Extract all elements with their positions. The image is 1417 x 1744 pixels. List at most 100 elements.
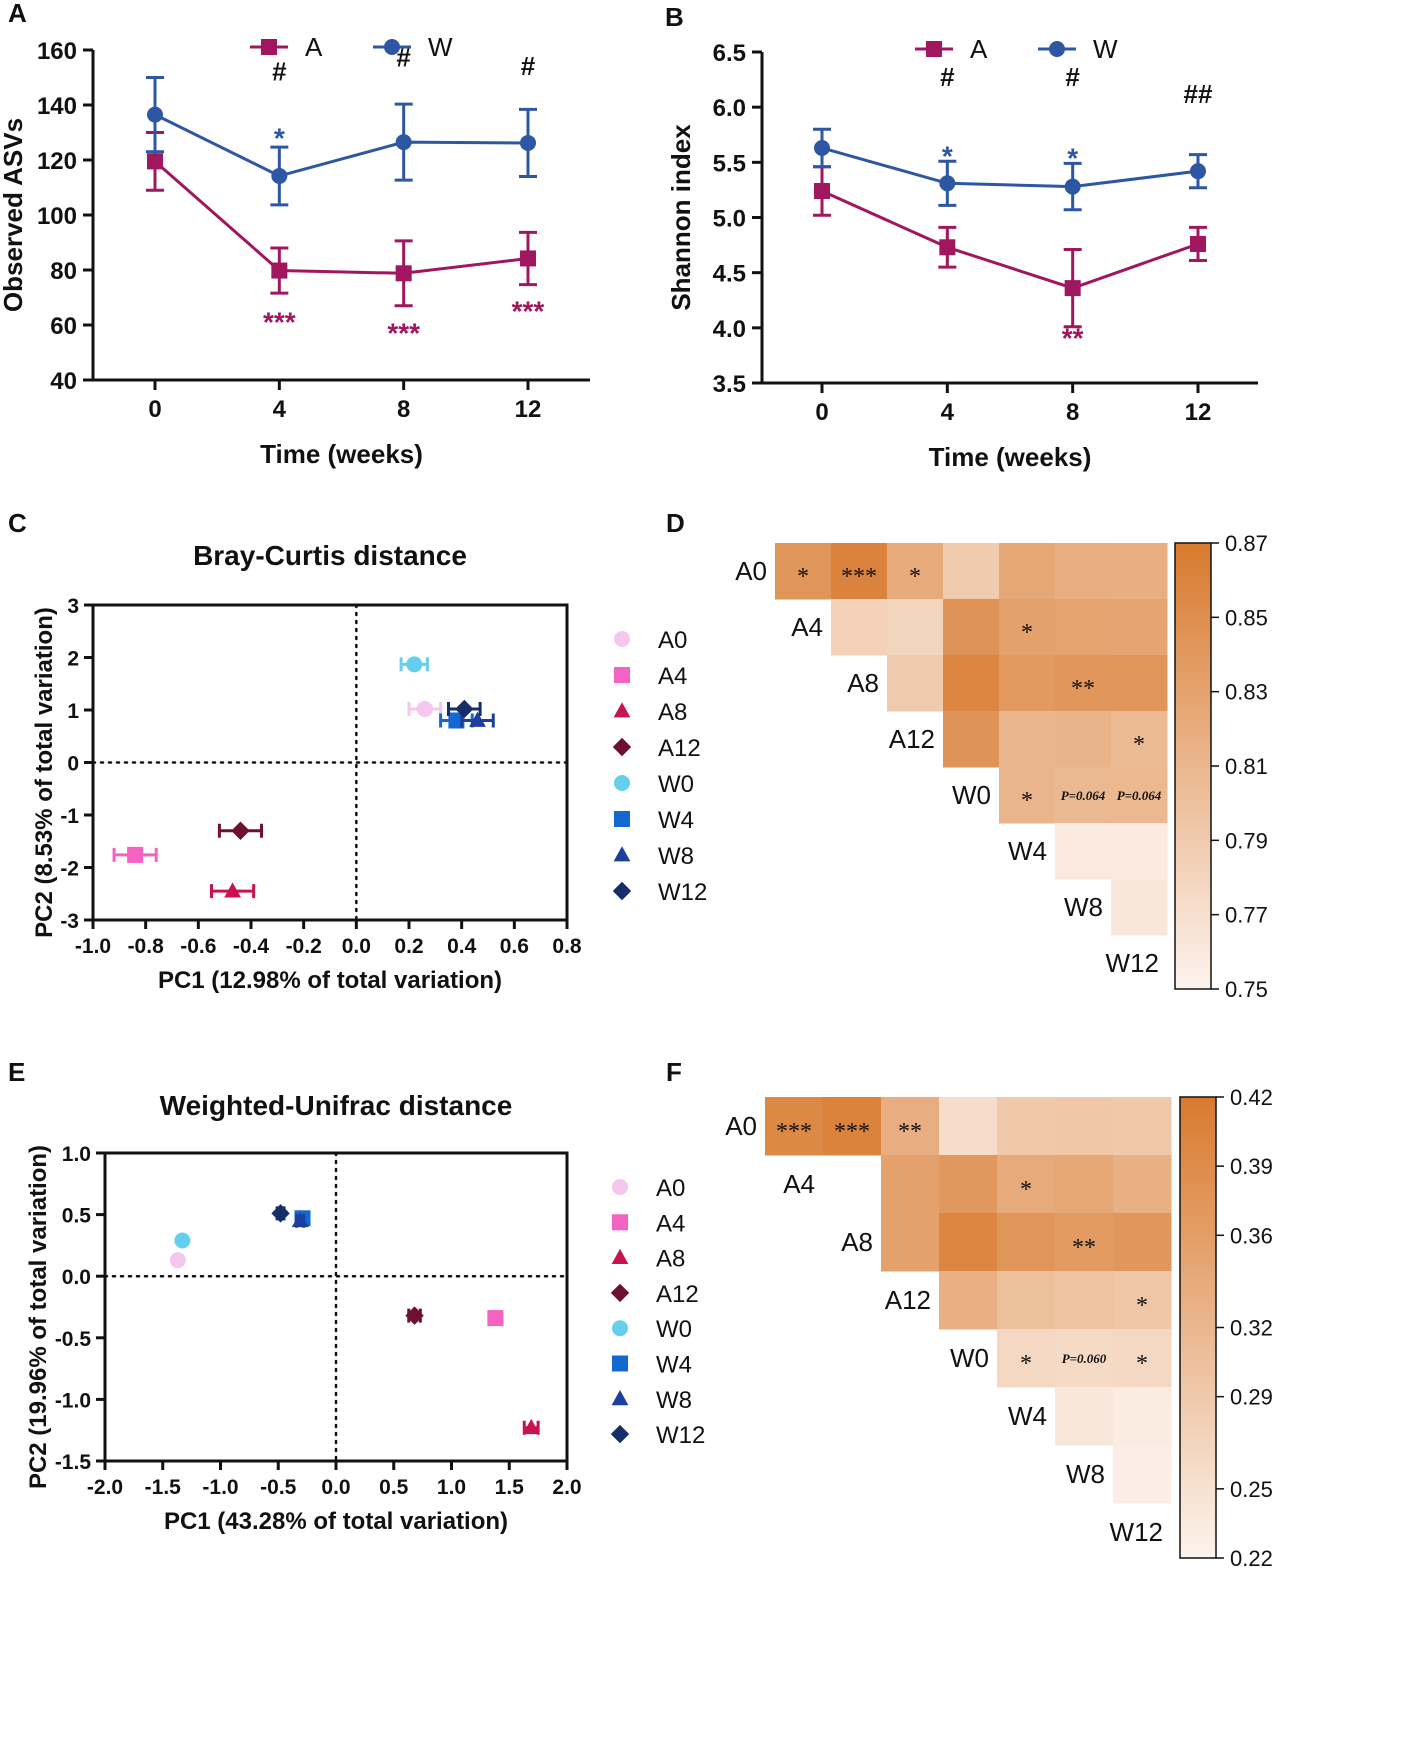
point-A12	[405, 1306, 424, 1325]
panel-a: A 40 60 80 100 120 140 160 0 4 8 12 Time (weeks) Obse…	[0, 0, 590, 469]
legend-label: W	[428, 32, 453, 62]
row-label: W0	[952, 780, 991, 810]
significance-label: ##	[1184, 79, 1213, 109]
series-line-W	[154, 113, 529, 178]
heat-cell	[1055, 543, 1112, 600]
point-A4	[487, 1310, 504, 1327]
x-tick-label: -0.8	[128, 935, 165, 958]
colorbar-tick-label: 0.83	[1225, 680, 1268, 705]
series-line-W	[821, 146, 1199, 189]
colorbar-tick-label: 0.32	[1230, 1316, 1273, 1341]
significance-label: **	[1072, 1235, 1096, 1261]
significance-label: *	[909, 564, 921, 590]
x-tick-label: -0.6	[180, 935, 216, 958]
heat-cell	[997, 1213, 1056, 1272]
heat-cell	[1055, 711, 1112, 768]
y-tick-label: 0	[67, 753, 79, 776]
colorbar-tick-label: 0.87	[1225, 531, 1268, 556]
y-tick-label: 100	[37, 203, 77, 230]
heat-cell	[943, 655, 1000, 712]
colorbar-tick-label: 0.85	[1225, 605, 1268, 630]
significance-label: ***	[776, 1119, 812, 1145]
panel-letter: E	[8, 1057, 25, 1087]
x-tick-label: -2.0	[87, 1476, 123, 1499]
x-tick-label: 0.8	[552, 935, 582, 958]
heat-cell	[1113, 1445, 1172, 1504]
data-point-A	[271, 262, 288, 279]
y-axis-title: PC2 (8.53% of total variation)	[31, 607, 58, 938]
legend-label: A12	[656, 1281, 699, 1308]
heat-cell	[997, 1097, 1056, 1156]
y-tick-label: 4.0	[713, 316, 746, 343]
y-tick-label: 80	[50, 258, 77, 285]
legend-label: A	[305, 32, 323, 62]
legend-marker-A0	[614, 631, 630, 647]
y-tick-label: 6.5	[713, 40, 746, 67]
legend-marker-W	[1049, 41, 1065, 57]
heat-cell	[831, 599, 888, 656]
point-A8	[224, 882, 241, 898]
significance-label: #	[1065, 62, 1080, 92]
legend-label: A4	[658, 663, 687, 690]
x-tick-label: 0.4	[447, 935, 477, 958]
heat-cell	[1055, 823, 1112, 880]
heat-cell	[881, 1213, 940, 1272]
significance-label: **	[898, 1119, 922, 1145]
data-point-A	[520, 250, 536, 267]
x-tick-label: 0.5	[379, 1476, 409, 1499]
x-tick-label: -0.4	[233, 935, 270, 958]
colorbar-tick-label: 0.25	[1230, 1477, 1273, 1502]
data-point-A	[814, 183, 830, 200]
point-A0	[416, 700, 433, 717]
legend-label: W0	[658, 771, 694, 798]
significance-label: ***	[512, 296, 545, 327]
legend-marker-W12	[610, 1424, 630, 1444]
y-axis-title: Observed ASVs	[0, 118, 28, 312]
legend-marker-W	[384, 39, 400, 55]
legend-label: W4	[656, 1352, 692, 1379]
chart-title: Weighted-Unifrac distance	[160, 1090, 513, 1121]
row-label: A8	[847, 668, 879, 698]
point-A0	[169, 1252, 186, 1269]
significance-label: *	[942, 141, 953, 172]
legend-marker-W4	[614, 811, 630, 827]
heat-cell	[939, 1271, 998, 1330]
heat-cell	[1055, 1155, 1114, 1214]
significance-label: *	[1021, 788, 1033, 814]
data-point-W	[395, 134, 412, 151]
legend-label: A4	[656, 1210, 685, 1237]
p-value-label: P=0.064	[1061, 788, 1106, 803]
heat-cell	[1055, 1213, 1114, 1272]
panel-c: C Bray-Curtis distance -1.0 -0.8 -0.6 -0.4 -0.…	[8, 508, 707, 994]
y-tick-label: 2	[67, 648, 79, 671]
row-label: W8	[1066, 1459, 1105, 1489]
y-tick-label: 5.0	[713, 206, 746, 233]
x-tick-label: -1.0	[202, 1476, 238, 1499]
heat-cell	[1113, 1271, 1172, 1330]
heat-cell	[881, 1097, 940, 1156]
y-tick-label: 4.5	[713, 261, 746, 288]
significance-label: *	[1136, 1351, 1148, 1377]
row-label: W0	[950, 1343, 989, 1373]
row-label: A4	[783, 1169, 815, 1199]
heat-cell	[1055, 1097, 1114, 1156]
significance-label: *	[1020, 1351, 1032, 1377]
y-tick-label: -2	[60, 858, 79, 881]
heat-cell	[997, 1329, 1056, 1388]
x-axis-title: PC1 (12.98% of total variation)	[158, 967, 502, 994]
colorbar-tick-label: 0.42	[1230, 1085, 1273, 1110]
legend-label: W12	[656, 1422, 705, 1449]
y-tick-label: 40	[50, 368, 77, 395]
y-tick-label: 6.0	[713, 95, 746, 122]
y-tick-label: 0.0	[62, 1266, 91, 1289]
heat-cell	[999, 767, 1056, 824]
heat-cell	[1111, 655, 1168, 712]
colorbar-tick-label: 0.75	[1225, 977, 1268, 1002]
significance-label: *	[797, 564, 809, 590]
row-label: W12	[1106, 948, 1159, 978]
colorbar-tick-label: 0.77	[1225, 903, 1268, 928]
heat-cell	[887, 543, 944, 600]
